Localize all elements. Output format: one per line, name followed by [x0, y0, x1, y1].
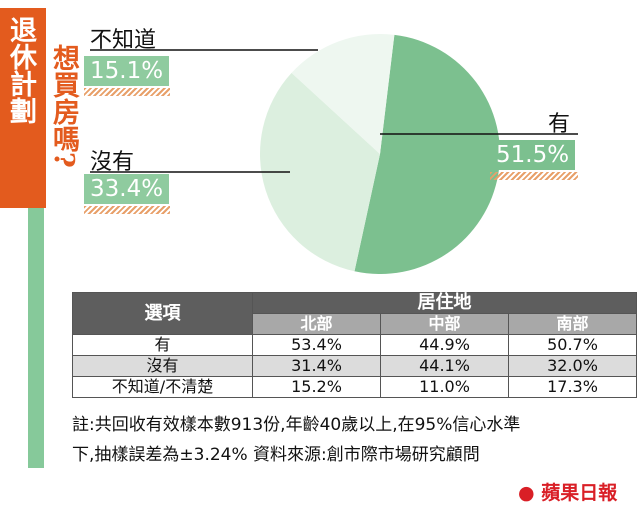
title-primary: 退休計劃 — [5, 16, 36, 124]
table-cell: 32.0% — [507, 355, 638, 377]
table-corner-header: 選項 — [72, 292, 253, 335]
row-label: 不知道/不清楚 — [72, 376, 253, 398]
table-cell: 50.7% — [507, 334, 638, 356]
table-group-header: 居住地 — [251, 292, 638, 314]
footnote: 註:共回收有效樣本數913份,年齡40歲以上,在95%信心水準 下,抽樣誤差為±… — [72, 410, 640, 470]
publisher-name: 蘋果日報 — [541, 482, 618, 504]
table-cell: 17.3% — [507, 376, 638, 398]
row-label: 有 — [72, 334, 253, 356]
slice-value-unknown: 15.1% — [84, 56, 170, 86]
table-row: 不知道/不清楚 15.2% 11.0% 17.3% — [72, 376, 638, 398]
publisher-logo: ● 蘋果日報 — [518, 478, 617, 505]
hatch-no — [84, 206, 170, 214]
slice-value-no: 33.4% — [84, 174, 170, 204]
hatch-yes — [490, 172, 578, 180]
accent-bar — [28, 208, 44, 468]
table-cell: 15.2% — [252, 376, 381, 398]
slice-label-yes: 有 — [548, 112, 571, 137]
table-row: 有 53.4% 44.9% 50.7% — [72, 334, 638, 356]
table-col-header: 中部 — [380, 313, 509, 335]
slice-label-unknown: 不知道 — [90, 28, 157, 53]
table-col-header: 南部 — [507, 313, 638, 335]
table-cell: 11.0% — [380, 376, 509, 398]
pie-slice-no — [260, 72, 380, 272]
pie-slice-unknown — [291, 34, 395, 154]
pie-chart — [90, 34, 578, 275]
survey-table: 選項 居住地 北部 中部 南部 有 53.4% 44.9% 50.7% 沒有 3… — [72, 292, 638, 398]
row-label: 沒有 — [72, 355, 253, 377]
title-secondary: 想買房嗎? — [48, 44, 79, 168]
slice-value-yes: 51.5% — [490, 140, 576, 170]
hatch-unknown — [84, 88, 170, 96]
table-cell: 53.4% — [252, 334, 381, 356]
table-cell: 44.1% — [380, 355, 509, 377]
table-col-header: 北部 — [252, 313, 381, 335]
apple-icon: ● — [518, 482, 535, 504]
footnote-line: 下,抽樣誤差為±3.24% 資料來源:創市際市場研究顧問 — [72, 445, 480, 465]
table-row: 沒有 31.4% 44.1% 32.0% — [72, 355, 638, 377]
pie-slice-yes — [354, 34, 501, 275]
title-bar — [0, 8, 46, 208]
table-cell: 44.9% — [380, 334, 509, 356]
slice-label-no: 沒有 — [90, 150, 135, 175]
footnote-line: 註:共回收有效樣本數913份,年齡40歲以上,在95%信心水準 — [72, 415, 521, 435]
table-cell: 31.4% — [252, 355, 381, 377]
